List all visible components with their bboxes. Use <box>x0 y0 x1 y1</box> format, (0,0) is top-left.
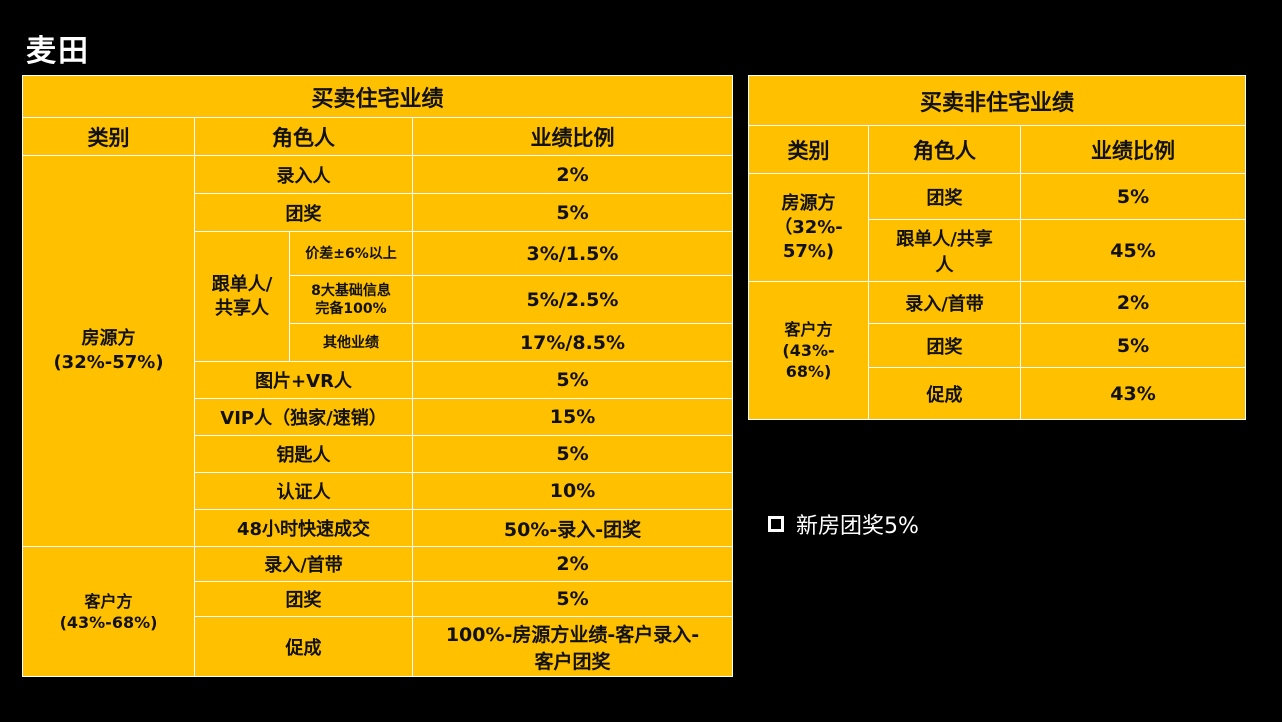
category-owner: 房源方 (32%-57%) <box>22 155 195 547</box>
ratio-cell: 2% <box>411 546 734 582</box>
role-cell: 促成 <box>194 616 413 677</box>
role-cell: 图片+VR人 <box>194 361 413 399</box>
role-cell: 跟单人/共享 人 <box>868 219 1021 282</box>
category-client: 客户方 (43%- 68%) <box>748 281 869 420</box>
header-ratio: 业绩比例 <box>411 117 734 156</box>
ratio-cell: 50%-录入-团奖 <box>411 509 734 547</box>
role-cell: 录入/首带 <box>868 281 1021 324</box>
role-cell: 团奖 <box>194 193 413 232</box>
role-cell: 录入人 <box>194 155 413 194</box>
nonresidential-performance-table: 买卖非住宅业绩 类别 角色人 业绩比例 房源方 （32%- 57%) 团奖 5%… <box>748 75 1246 420</box>
subrole-cell: 8大基础信息 完备100% <box>289 275 413 324</box>
role-cell: VIP人（独家/速销） <box>194 398 413 436</box>
table-title: 买卖非住宅业绩 <box>748 75 1246 126</box>
ratio-cell: 5% <box>1020 323 1246 368</box>
ratio-cell: 3%/1.5% <box>411 231 734 276</box>
ratio-cell: 43% <box>1020 367 1246 420</box>
role-cell: 团奖 <box>868 173 1021 220</box>
role-cell: 录入/首带 <box>194 546 413 582</box>
maitian-logo: 麦田 <box>26 34 90 69</box>
category-owner: 房源方 （32%- 57%) <box>748 173 869 282</box>
role-cell: 团奖 <box>194 581 413 617</box>
square-bullet-icon <box>768 516 784 532</box>
role-cell: 团奖 <box>868 323 1021 368</box>
ratio-cell: 45% <box>1020 219 1246 282</box>
subrole-cell: 价差±6%以上 <box>289 231 413 276</box>
ratio-cell: 10% <box>411 472 734 510</box>
ratio-cell: 5% <box>1020 173 1246 220</box>
ratio-cell: 5% <box>411 361 734 399</box>
ratio-cell: 5%/2.5% <box>411 275 734 324</box>
table-title: 买卖住宅业绩 <box>21 75 734 118</box>
header-role: 角色人 <box>194 117 413 156</box>
ratio-cell: 17%/8.5% <box>411 323 734 362</box>
ratio-cell: 100%-房源方业绩-客户录入- 客户团奖 <box>411 616 734 677</box>
header-role: 角色人 <box>868 125 1021 174</box>
residential-performance-table: 买卖住宅业绩 类别 角色人 业绩比例 房源方 (32%-57%) 录入人 2% … <box>21 75 734 677</box>
ratio-cell: 5% <box>411 435 734 473</box>
subrole-cell: 其他业绩 <box>289 323 413 362</box>
ratio-cell: 5% <box>411 581 734 617</box>
ratio-cell: 2% <box>411 155 734 194</box>
ratio-cell: 15% <box>411 398 734 436</box>
role-cell: 钥匙人 <box>194 435 413 473</box>
new-house-note: 新房团奖5% <box>768 508 919 540</box>
header-category: 类别 <box>748 125 869 174</box>
ratio-cell: 5% <box>411 193 734 232</box>
header-ratio: 业绩比例 <box>1020 125 1246 174</box>
role-follow-group: 跟单人/ 共享人 <box>194 231 290 362</box>
category-client: 客户方 (43%-68%) <box>22 546 195 677</box>
note-text: 新房团奖5% <box>796 514 919 539</box>
header-category: 类别 <box>22 117 195 156</box>
role-cell: 认证人 <box>194 472 413 510</box>
role-cell: 48小时快速成交 <box>194 509 413 547</box>
ratio-cell: 2% <box>1020 281 1246 324</box>
role-cell: 促成 <box>868 367 1021 420</box>
